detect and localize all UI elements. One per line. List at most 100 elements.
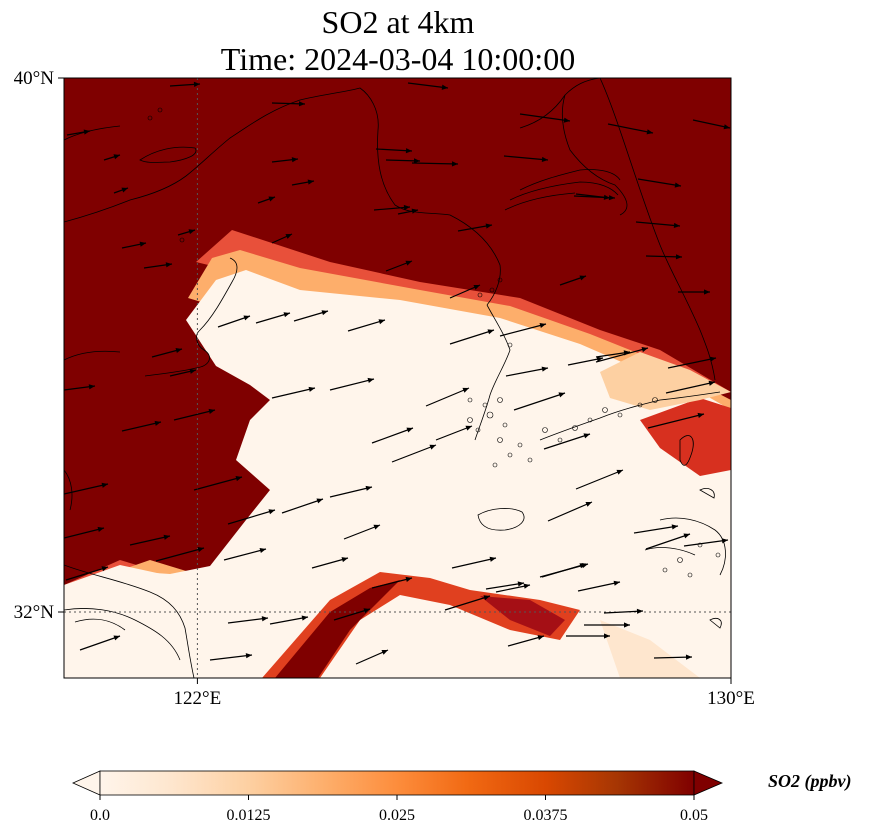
wind-arrow-head <box>487 329 494 335</box>
wind-arrow-head <box>704 289 710 295</box>
wind-arrow-shaft <box>173 409 216 421</box>
wind-arrow-head <box>268 509 275 515</box>
wind-arrow-head <box>581 563 588 569</box>
wind-arrow-shaft <box>645 255 683 258</box>
wind-arrow-head <box>405 148 412 154</box>
wind-arrow-head <box>616 469 623 475</box>
wind-arrow-head <box>671 524 678 530</box>
wind-arrow-shaft <box>425 387 470 407</box>
tick-label-lat-40: 40°N <box>14 68 55 89</box>
wind-arrow-head <box>483 595 490 601</box>
wind-arrow-head <box>268 196 275 202</box>
map-frame <box>63 77 732 679</box>
wind-arrow-head <box>197 547 204 553</box>
wind-arrow-shaft <box>505 367 549 377</box>
wind-arrow-shaft <box>435 425 473 441</box>
wind-arrow-shaft <box>503 155 549 161</box>
wind-arrow-head <box>139 241 146 247</box>
wind-arrow-shaft <box>595 347 649 363</box>
wind-arrow-head <box>646 129 653 135</box>
wind-arrow-head <box>193 81 200 87</box>
wind-arrow-head <box>298 101 305 107</box>
wind-arrow-shaft <box>391 444 437 463</box>
wind-arrow-shaft <box>269 616 309 625</box>
wind-arrow-shaft <box>227 509 276 525</box>
tick-label-lon-122: 122°E <box>174 688 222 709</box>
wind-arrow-shaft <box>667 357 717 369</box>
wind-arrow-head <box>316 498 323 504</box>
wind-arrow-head <box>608 195 615 201</box>
wind-arrow-head <box>541 366 548 372</box>
wind-arrow-head <box>411 208 418 214</box>
so2-filament-east <box>480 596 565 636</box>
wind-arrow-head <box>596 356 603 362</box>
wind-arrow-shaft <box>411 162 459 165</box>
so2-filament-south-core <box>275 580 400 678</box>
colorbar-tick-label: 0.025 <box>379 807 415 824</box>
wind-arrow-shaft <box>665 381 716 394</box>
wind-arrow-head <box>208 408 215 414</box>
wind-arrow-head <box>188 229 195 235</box>
wind-arrow-shaft <box>507 635 545 647</box>
plume-core <box>64 270 731 678</box>
tick-label-lat-32: 32°N <box>14 602 55 623</box>
wind-arrow-shaft <box>692 119 731 129</box>
colorbar: 0.0 0.0125 0.025 0.0375 0.05 SO2 (ppbv) <box>72 770 852 824</box>
wind-arrow-head <box>473 285 480 290</box>
wind-arrow-shaft <box>121 421 162 432</box>
wind-arrow-head <box>489 556 496 562</box>
wind-arrow-shaft <box>64 483 109 495</box>
wind-arrow-shaft <box>371 577 413 589</box>
wind-arrow-head <box>245 653 252 659</box>
wind-arrow-shaft <box>451 557 497 569</box>
wind-arrow-shaft <box>449 329 495 345</box>
wind-arrow-shaft <box>653 656 693 659</box>
wind-arrow-shaft <box>543 433 591 450</box>
wind-arrow-shaft <box>227 617 269 624</box>
tick-label-lon-130: 130°E <box>707 688 755 709</box>
wind-arrow-head <box>558 392 565 398</box>
wind-arrow-shaft <box>64 527 105 539</box>
wind-arrow-head <box>462 387 469 393</box>
wind-arrow-head <box>283 312 290 318</box>
wind-arrow-head <box>101 482 108 488</box>
wind-arrow-shaft <box>329 486 373 498</box>
wind-arrow-head <box>285 234 292 239</box>
wind-arrow-head <box>373 524 380 530</box>
wind-arrow-shaft <box>444 595 491 611</box>
wind-arrow-head <box>674 182 681 188</box>
wind-arrow-head <box>613 580 620 586</box>
wind-arrow-shaft <box>683 539 729 547</box>
wind-arrow-shaft <box>193 476 243 491</box>
wind-arrow-head <box>537 635 544 641</box>
wind-arrow-shaft <box>607 123 654 134</box>
wind-arrow-head <box>101 566 108 572</box>
wind-arrow-shaft <box>343 524 381 540</box>
wind-arrow-head <box>403 204 410 211</box>
wind-arrow-shaft <box>281 498 324 514</box>
island-cluster <box>147 107 721 578</box>
so2-southeast-tint <box>600 620 700 678</box>
wind-arrow-head <box>341 557 348 563</box>
wind-arrow-shaft <box>603 610 644 614</box>
wind-arrow-head <box>429 444 436 450</box>
wind-arrow-shaft <box>329 378 375 391</box>
wind-arrow-shaft <box>577 581 621 592</box>
wind-arrow-shaft <box>223 548 267 561</box>
wind-arrow-shaft <box>635 221 681 227</box>
wind-arrow-shaft <box>407 82 449 89</box>
wind-arrow-shaft <box>499 323 547 337</box>
colorbar-tick-label: 0.0375 <box>524 807 568 824</box>
wind-arrow-shaft <box>519 113 571 122</box>
coastlines <box>64 78 726 678</box>
map-title-line2: Time: 2024-03-04 10:00:00 <box>221 41 575 77</box>
wind-arrow-head <box>261 616 268 622</box>
wind-arrow-head <box>413 158 420 164</box>
wind-arrow-head <box>517 581 524 587</box>
wind-arrow-shaft <box>575 469 624 490</box>
wind-arrow-head <box>541 156 548 163</box>
wind-arrow-head <box>465 425 472 431</box>
wind-arrow-head <box>675 254 682 260</box>
wind-arrow-shaft <box>547 501 593 522</box>
wind-arrow-shaft <box>373 206 411 211</box>
